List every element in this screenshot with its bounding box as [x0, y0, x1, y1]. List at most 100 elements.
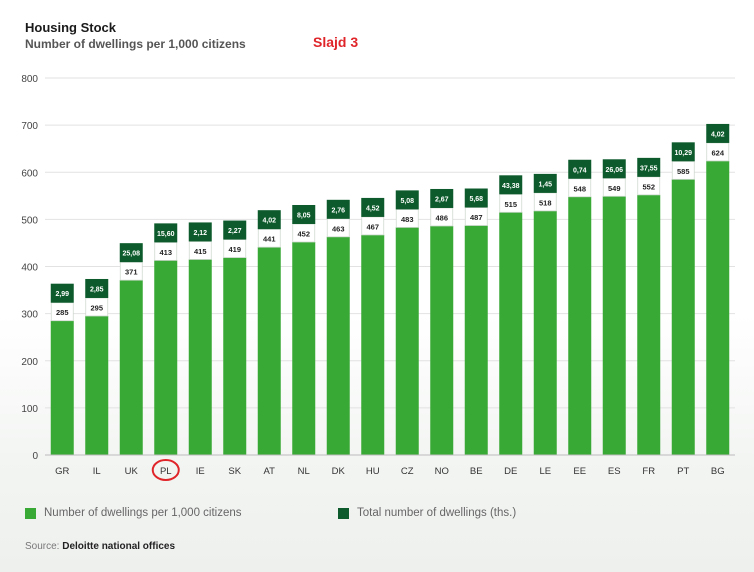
bar	[637, 194, 661, 455]
y-tick-label: 700	[21, 121, 38, 132]
bar	[533, 210, 557, 455]
total-label: 4,52	[366, 205, 380, 212]
value-label: 452	[297, 229, 310, 238]
bar	[223, 257, 247, 455]
total-label: 26,06	[605, 167, 623, 174]
total-label-box	[119, 243, 143, 263]
value-label: 486	[435, 213, 448, 222]
total-label-box	[568, 159, 592, 179]
total-label-box	[430, 188, 454, 208]
total-label-box	[223, 220, 247, 240]
total-label: 43,38	[502, 183, 520, 190]
bar-chart: 0 100 200 300 400 500 600 700 800 285 2,99 GR 295 2,8…	[21, 74, 735, 481]
bar	[706, 160, 730, 455]
total-label-box	[533, 173, 557, 193]
bar	[395, 227, 419, 455]
x-tick-label: ES	[608, 466, 621, 477]
total-label: 37,55	[640, 165, 658, 172]
value-label: 467	[366, 222, 379, 231]
y-tick-label: 800	[21, 74, 38, 85]
value-label: 371	[125, 268, 138, 277]
x-tick-label: LE	[539, 466, 551, 477]
bar	[85, 315, 109, 455]
value-label: 483	[401, 215, 414, 224]
bar	[568, 196, 592, 455]
y-tick-label: 400	[21, 263, 38, 274]
x-tick-label: SK	[228, 466, 241, 477]
bar	[499, 212, 523, 455]
legend-label-total-dwellings: Total number of dwellings (ths.)	[357, 507, 517, 519]
source-note: Source: Deloitte national offices	[25, 541, 175, 552]
bar	[154, 260, 178, 455]
x-tick-label: EE	[573, 466, 586, 477]
x-tick-label: BG	[711, 466, 725, 477]
value-label: 441	[263, 235, 276, 244]
y-tick-label: 300	[21, 310, 38, 321]
total-label: 2,76	[331, 207, 345, 214]
bar	[602, 196, 626, 455]
total-label: 2,85	[90, 286, 104, 293]
total-label-box	[464, 188, 488, 208]
total-label-box	[395, 190, 419, 210]
bar	[50, 320, 74, 455]
value-label: 463	[332, 224, 345, 233]
legend-item-dwellings-per-1000: Number of dwellings per 1,000 citizens	[25, 507, 242, 519]
total-label-box	[326, 199, 350, 219]
chart-subtitle: Number of dwellings per 1,000 citizens	[25, 37, 246, 51]
legend-label-dwellings-per-1000: Number of dwellings per 1,000 citizens	[44, 507, 242, 519]
source-name: Deloitte national offices	[62, 541, 176, 552]
bar	[257, 247, 281, 455]
total-label-box	[50, 283, 74, 303]
total-label-box	[706, 123, 730, 143]
source-prefix: Source:	[25, 541, 60, 552]
total-label: 15,60	[157, 231, 175, 238]
x-tick-label: CZ	[401, 466, 414, 477]
total-label-box	[154, 223, 178, 243]
value-label: 419	[228, 245, 241, 254]
value-label: 415	[194, 247, 207, 256]
bar	[119, 280, 143, 455]
total-label-box	[361, 197, 385, 217]
total-label-box	[257, 210, 281, 230]
bar	[326, 236, 350, 455]
y-tick-label: 0	[32, 451, 38, 462]
total-label-box	[602, 159, 626, 179]
x-tick-label: HU	[366, 466, 380, 477]
x-tick-label: FR	[642, 466, 655, 477]
total-label: 10,29	[674, 150, 692, 157]
legend-item-total-dwellings: Total number of dwellings (ths.)	[338, 507, 516, 519]
bar	[671, 179, 695, 455]
total-label-box	[499, 175, 523, 195]
value-label: 487	[470, 213, 483, 222]
total-label: 25,08	[122, 251, 140, 258]
x-tick-label: DK	[332, 466, 346, 477]
total-label: 2,27	[228, 228, 242, 235]
total-label: 8,05	[297, 212, 311, 219]
total-label: 1,45	[538, 181, 552, 188]
bar	[464, 225, 488, 455]
total-label: 2,99	[55, 291, 69, 298]
total-label-box	[85, 278, 109, 298]
total-label: 4,02	[711, 131, 725, 138]
value-label: 549	[608, 184, 621, 193]
highlight-circle	[151, 459, 180, 481]
value-label: 515	[504, 200, 517, 209]
value-label: 413	[159, 248, 172, 257]
x-tick-label: NO	[435, 466, 449, 477]
value-label: 295	[90, 303, 103, 312]
bar	[430, 225, 454, 455]
total-label: 5,68	[469, 196, 483, 203]
legend-swatch-light	[25, 507, 36, 519]
chart-title: Housing Stock	[25, 20, 117, 35]
x-tick-label: GR	[55, 466, 69, 477]
x-tick-label: PT	[677, 466, 689, 477]
x-tick-label: BE	[470, 466, 483, 477]
x-tick-label: DE	[504, 466, 517, 477]
value-label: 285	[56, 308, 69, 317]
y-tick-label: 100	[21, 404, 38, 415]
total-label: 2,12	[193, 230, 207, 237]
y-tick-label: 200	[21, 357, 38, 368]
x-tick-label: PL	[160, 466, 172, 477]
y-tick-label: 500	[21, 215, 38, 226]
bar	[188, 259, 212, 455]
